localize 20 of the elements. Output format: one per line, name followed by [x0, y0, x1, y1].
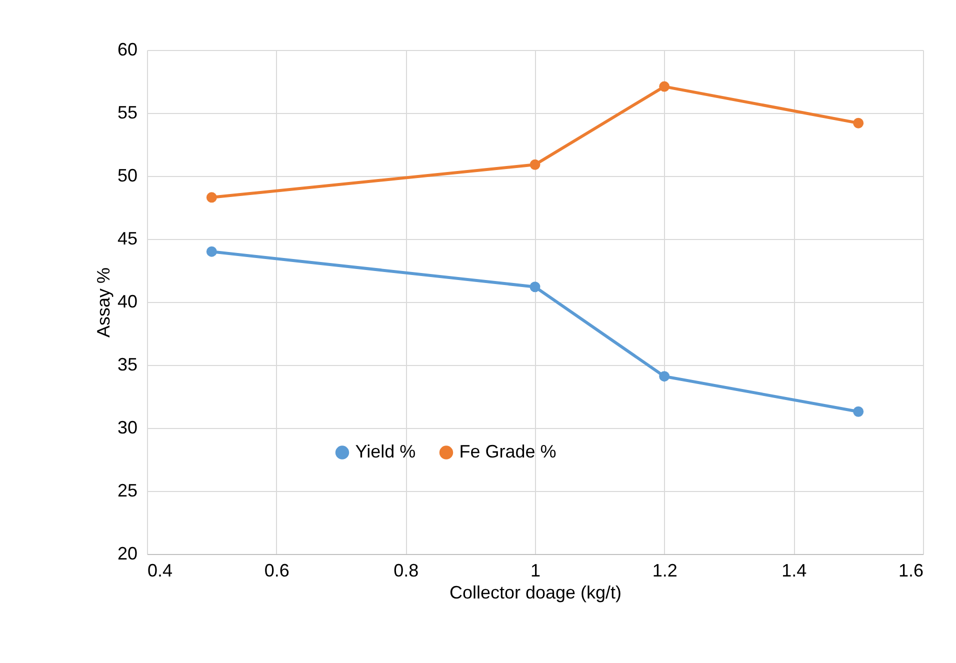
y-tick-label: 20 [117, 544, 138, 564]
y-tick-label: 35 [117, 354, 138, 374]
x-tick-label: 0.8 [394, 560, 419, 580]
y-tick-label: 25 [117, 480, 138, 500]
y-tick-label: 30 [117, 418, 138, 438]
x-tick-label: 1.4 [782, 560, 807, 580]
y-tick-label: 60 [117, 40, 138, 60]
x-tick-label: 0.6 [264, 560, 290, 580]
y-tick-label: 40 [117, 292, 138, 312]
y-axis-title: Assay % [93, 267, 114, 338]
legend-label: Yield % [355, 442, 416, 462]
y-tick-label: 55 [117, 102, 138, 122]
y-tick-label: 50 [117, 166, 138, 186]
y-tick-label: 45 [117, 228, 138, 248]
x-tick-label: 1.2 [652, 560, 678, 580]
x-axis-title: Collector doage (kg/t) [449, 582, 622, 602]
x-tick-label: 1 [530, 560, 541, 580]
x-tick-label: 1.6 [898, 560, 924, 580]
legend-label: Fe Grade % [459, 442, 556, 462]
x-tick-label: 0.4 [148, 560, 173, 580]
